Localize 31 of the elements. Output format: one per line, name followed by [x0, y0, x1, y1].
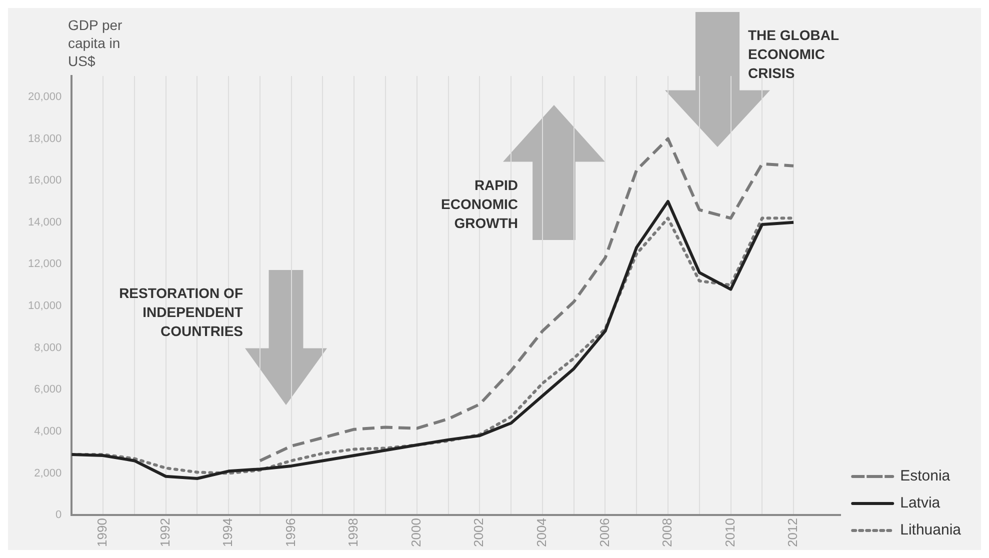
x-tick-label: 2000 [408, 518, 424, 547]
legend-label: Lithuania [900, 522, 962, 539]
x-tick-label: 2002 [471, 518, 486, 547]
y-tick-label: 6,000 [34, 384, 62, 396]
y-tick-label: 16,000 [28, 174, 62, 187]
y-tick-label: 20,000 [28, 90, 62, 103]
y-axis-title: GDP per capita in US$ [68, 16, 124, 70]
y-tick-label: 2,000 [34, 467, 62, 480]
y-tick-label: 18,000 [28, 132, 62, 145]
annotation: RESTORATION OF INDEPENDENT COUNTRIES [118, 284, 243, 341]
y-tick-label: 0 [56, 509, 62, 522]
x-tick-label: 1990 [94, 518, 110, 547]
y-tick-label: 12,000 [28, 258, 62, 270]
annotation: THE GLOBAL ECONOMIC CRISIS [748, 26, 840, 83]
x-tick-label: 2010 [722, 518, 738, 547]
x-tick-label: 2008 [660, 518, 675, 547]
y-tick-label: 10,000 [28, 300, 62, 312]
x-tick-label: 2012 [785, 518, 800, 547]
x-tick-label: 1992 [157, 518, 172, 547]
y-tick-label: 14,000 [28, 216, 62, 228]
x-tick-label: 1994 [220, 518, 236, 547]
x-tick-label: 2006 [596, 518, 612, 547]
x-tick-label: 1998 [346, 518, 361, 547]
y-tick-label: 8,000 [34, 342, 62, 354]
x-tick-label: 2004 [534, 518, 550, 547]
line-series [258, 137, 796, 462]
legend-label: Estonia [900, 468, 951, 485]
y-tick-label: 4,000 [34, 425, 62, 438]
annotation: RAPID ECONOMIC GROWTH [440, 176, 518, 233]
legend-label: Latvia [900, 494, 941, 512]
x-tick-label: 1996 [282, 518, 298, 547]
